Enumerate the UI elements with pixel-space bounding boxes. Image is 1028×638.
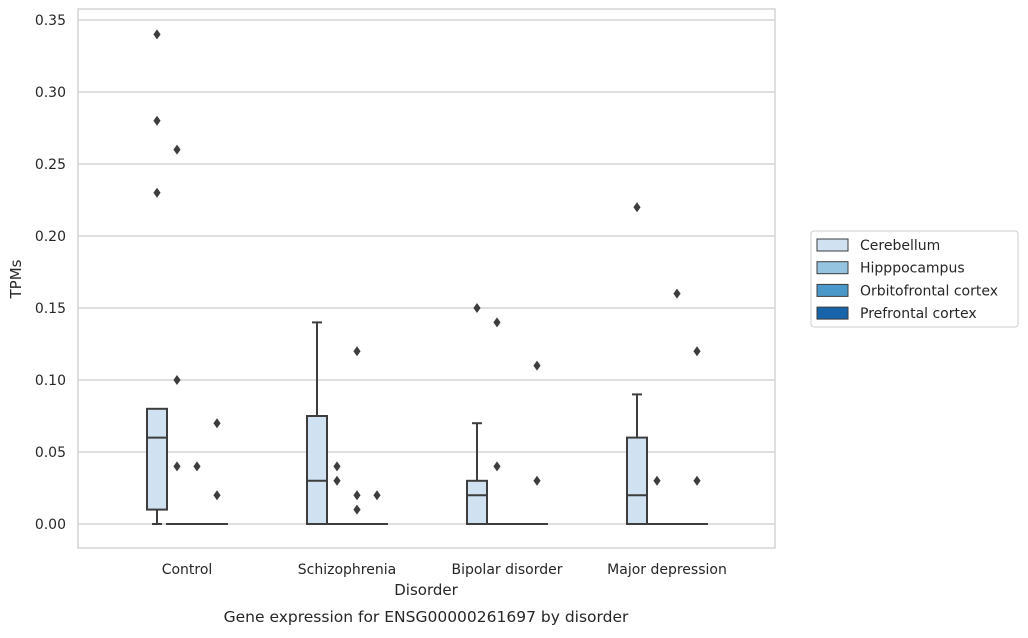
legend-label: Orbitofrontal cortex	[860, 283, 998, 299]
x-axis-label: Disorder	[394, 581, 458, 599]
legend-label: Hipppocampus	[860, 261, 965, 277]
box-body	[627, 438, 647, 524]
legend-swatch	[817, 307, 848, 319]
legend-label: Cerebellum	[860, 238, 940, 254]
y-tick-label: 0.10	[35, 373, 66, 389]
outlier-point	[693, 476, 700, 486]
legend: Cerebellum Hipppocampus Orbitofrontal cort…	[811, 231, 1018, 327]
box-body	[467, 481, 487, 524]
outlier-point	[353, 490, 360, 500]
legend-swatch	[817, 239, 848, 251]
y-tick-label: 0.35	[35, 13, 66, 29]
box-group	[487, 317, 507, 524]
box-group	[687, 346, 707, 524]
y-tick-label: 0.30	[35, 85, 66, 101]
outlier-point	[173, 145, 180, 155]
outlier-point	[353, 505, 360, 515]
y-tick-label: 0.25	[35, 157, 66, 173]
box-group	[627, 202, 647, 524]
outlier-point	[333, 476, 340, 486]
plot-area-frame	[78, 9, 775, 548]
outlier-point	[153, 116, 160, 126]
outlier-point	[633, 202, 640, 212]
box-group	[167, 145, 187, 524]
x-tick-label: Schizophrenia	[298, 562, 396, 578]
outlier-point	[173, 461, 180, 471]
box-group	[467, 303, 487, 524]
y-tick-label: 0.15	[35, 301, 66, 317]
grid-layer	[78, 20, 775, 524]
outlier-point	[333, 461, 340, 471]
legend-swatch	[817, 262, 848, 274]
outlier-point	[493, 317, 500, 327]
box-group	[667, 289, 687, 524]
outlier-point	[493, 461, 500, 471]
outlier-point	[533, 476, 540, 486]
box-group	[367, 490, 387, 524]
outlier-point	[653, 476, 660, 486]
outlier-point	[533, 361, 540, 371]
y-tick-labels: 0.00 0.05 0.10 0.15 0.20 0.25 0.30 0.35	[35, 13, 66, 533]
legend-swatch	[817, 284, 848, 296]
outlier-point	[693, 346, 700, 356]
outlier-point	[353, 346, 360, 356]
chart-title: Gene expression for ENSG00000261697 by d…	[224, 608, 629, 626]
x-tick-label: Control	[162, 562, 213, 578]
y-tick-label: 0.20	[35, 229, 66, 245]
x-tick-label: Major depression	[607, 562, 727, 578]
box-group	[527, 361, 547, 524]
box-group	[207, 418, 227, 524]
outlier-point	[213, 418, 220, 428]
outlier-point	[673, 289, 680, 299]
box-group	[347, 346, 367, 524]
outlier-point	[213, 490, 220, 500]
box-layer	[147, 29, 707, 524]
box-group	[187, 461, 207, 524]
outlier-point	[373, 490, 380, 500]
box-group	[327, 461, 347, 524]
box-group	[647, 476, 667, 524]
box-body	[147, 409, 167, 510]
x-tick-labels: Control Schizophrenia Bipolar disorder Majo…	[162, 562, 727, 578]
box-body	[307, 416, 327, 524]
box-group	[147, 29, 167, 524]
outlier-point	[173, 375, 180, 385]
y-tick-label: 0.00	[35, 517, 66, 533]
outlier-point	[153, 29, 160, 39]
outlier-point	[473, 303, 480, 313]
y-tick-label: 0.05	[35, 445, 66, 461]
outlier-point	[153, 188, 160, 198]
x-tick-label: Bipolar disorder	[451, 562, 562, 578]
outlier-point	[193, 461, 200, 471]
y-axis-label: TPMs	[7, 259, 25, 299]
box-group	[307, 322, 327, 524]
legend-label: Prefrontal cortex	[860, 306, 977, 322]
